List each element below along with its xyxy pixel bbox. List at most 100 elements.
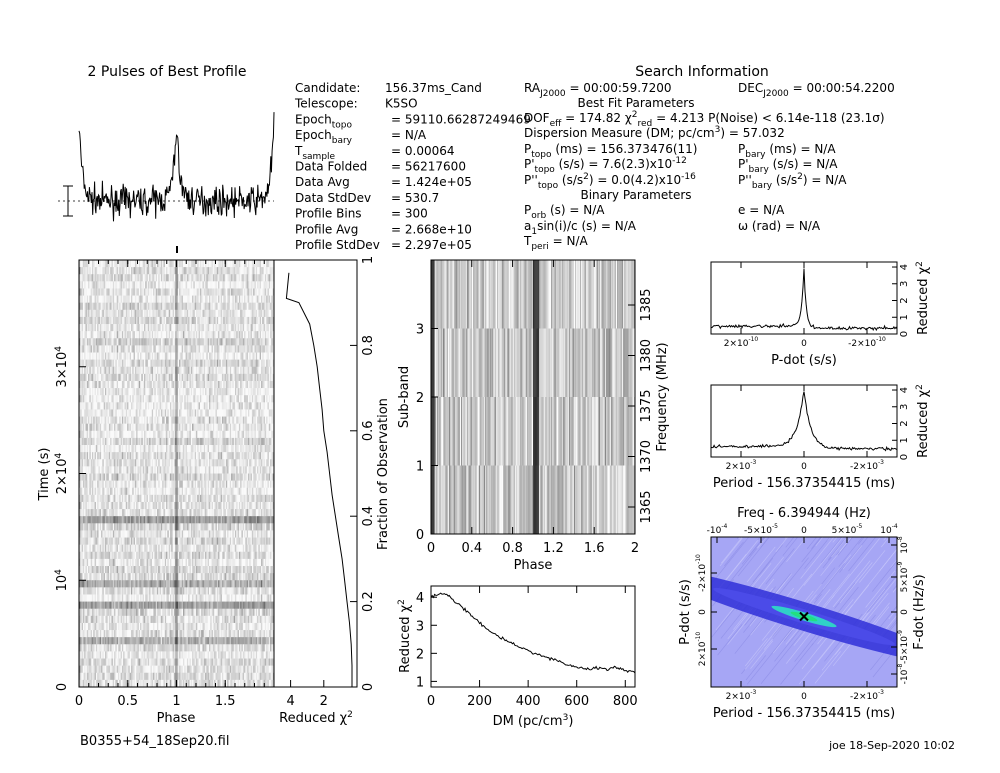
heatmap-cell: [214, 452, 216, 460]
heatmap-cell: [88, 274, 90, 282]
heatmap-cell: [203, 416, 206, 424]
heatmap-cell: [228, 281, 231, 289]
heatmap-cell: [227, 324, 229, 332]
heatmap-cell: [186, 445, 189, 453]
heatmap-cell: [220, 373, 223, 382]
heatmap-cell: [210, 423, 212, 432]
heatmap-cell: [98, 331, 101, 339]
heatmap-cell: [92, 437, 94, 446]
heatmap-cell: [192, 373, 194, 382]
heatmap-cell: [172, 260, 175, 268]
heatmap-cell: [235, 445, 237, 453]
heatmap-cell: [212, 480, 215, 489]
heatmap-cell: [268, 288, 271, 296]
heatmap-cell: [197, 437, 199, 446]
heatmap-cell: [242, 380, 245, 389]
heatmap-cell: [188, 437, 190, 446]
heatmap-cell: [134, 430, 137, 439]
heatmap-cell: [196, 380, 198, 389]
heatmap-cell: [129, 295, 132, 303]
info-value: = 2.668e+10: [391, 222, 472, 236]
heatmap-cell: [205, 309, 207, 318]
heatmap-cell: [171, 260, 173, 268]
heatmap-cell: [163, 452, 166, 460]
heatmap-cell: [197, 267, 199, 275]
heatmap-cell: [203, 388, 206, 396]
heatmap-cell: [236, 487, 238, 496]
heatmap-cell: [229, 366, 232, 375]
heatmap-cell: [105, 459, 107, 467]
heatmap-cell: [153, 345, 155, 353]
heatmap-cell: [219, 338, 222, 346]
heatmap-cell: [101, 288, 103, 296]
heatmap-cell: [242, 267, 245, 275]
heatmap-cell: [194, 430, 197, 439]
heatmap-cell: [255, 309, 258, 318]
heatmap-cell: [176, 260, 179, 268]
heatmap-cell: [119, 487, 121, 496]
heatmap-cell: [89, 352, 92, 360]
heatmap-cell: [151, 309, 154, 318]
heatmap-cell: [120, 373, 123, 382]
heatmap-cell: [222, 288, 224, 296]
heatmap-cell: [141, 366, 144, 375]
heatmap-cell: [196, 352, 198, 360]
heatmap-cell: [159, 324, 162, 332]
heatmap-cell: [173, 402, 176, 410]
heatmap-cell: [162, 416, 164, 424]
heatmap-cell: [90, 402, 93, 410]
heatmap-cell: [170, 409, 172, 417]
heatmap-cell: [177, 331, 180, 339]
heatmap-cell: [238, 288, 241, 296]
heatmap-cell: [102, 295, 105, 303]
heatmap-cell: [158, 373, 160, 382]
heatmap-cell: [128, 452, 131, 460]
heatmap-cell: [112, 452, 115, 460]
tperi-line: Tperi = N/A: [523, 234, 589, 252]
heatmap-cell: [181, 359, 184, 368]
heatmap-cell: [216, 288, 219, 296]
heatmap-cell: [184, 281, 186, 289]
heatmap-cell: [142, 473, 145, 481]
heatmap-cell: [138, 395, 141, 403]
heatmap-cell: [232, 373, 235, 382]
heatmap-cell: [218, 416, 220, 424]
heatmap-cell: [170, 288, 172, 296]
heatmap-cell: [151, 288, 154, 296]
heatmap-cell: [246, 345, 249, 353]
heatmap-cell: [167, 395, 170, 403]
heatmap-cell: [222, 480, 224, 489]
heatmap-cell: [107, 366, 110, 375]
heatmap-cell: [207, 302, 210, 311]
heatmap-cell: [127, 352, 129, 360]
heatmap-cell: [145, 345, 147, 353]
heatmap-cell: [257, 452, 259, 460]
heatmap-cell: [216, 466, 219, 474]
heatmap-cell: [133, 409, 136, 417]
heatmap-cell: [184, 345, 186, 353]
heatmap-cell: [108, 359, 111, 368]
dm-line: Dispersion Measure (DM; pc/cm3) = 57.032: [524, 125, 785, 140]
heatmap-cell: [163, 487, 166, 496]
heatmap-cell: [272, 302, 274, 311]
heatmap-cell: [88, 338, 90, 346]
heatmap-cell: [246, 430, 249, 439]
heatmap-cell: [155, 416, 158, 424]
heatmap-cell: [124, 395, 127, 403]
heatmap-cell: [151, 487, 154, 496]
heatmap-cell: [181, 288, 184, 296]
heatmap-cell: [90, 366, 93, 375]
heatmap-cell: [97, 352, 99, 360]
heatmap-cell: [185, 445, 188, 453]
heatmap-cell: [272, 288, 274, 296]
heatmap-cell: [144, 395, 146, 403]
heatmap-cell: [84, 352, 86, 360]
heatmap-cell: [103, 359, 106, 368]
heatmap-cell: [121, 366, 124, 375]
heatmap-cell: [227, 274, 229, 282]
heatmap-cell: [236, 267, 238, 275]
heatmap-cell: [250, 316, 253, 325]
heatmap-cell: [138, 331, 141, 339]
heatmap-cell: [201, 473, 203, 481]
heatmap-cell: [197, 324, 199, 332]
